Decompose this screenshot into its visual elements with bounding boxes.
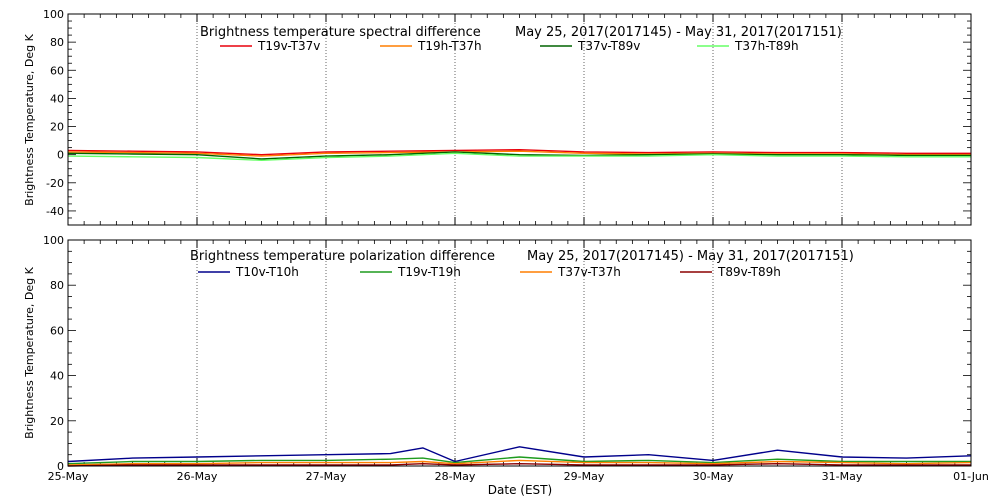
y-tick-label: -20: [46, 177, 64, 190]
x-tick-label: 25-May: [48, 470, 89, 483]
x-tick-label: 29-May: [564, 470, 605, 483]
series-line-t10v-t10h: [67, 446, 972, 463]
y-tick-label: -40: [46, 205, 64, 218]
series-line-t37h-t89h: [67, 152, 971, 162]
x-tick-label: 30-May: [693, 470, 734, 483]
series-lines: [67, 446, 972, 467]
chart-title: Brightness temperature polarization diff…: [190, 249, 495, 264]
plot-frame: [67, 13, 972, 226]
y-tick-label: 60: [50, 64, 64, 77]
y-tick-labels: 0 20 40 60 80 100: [43, 234, 64, 473]
legend-label: T37h-T89h: [734, 39, 799, 53]
y-tick-label: 80: [50, 279, 64, 292]
y-tick-label: 20: [50, 415, 64, 428]
x-tick-label: 01-Jun: [953, 470, 989, 483]
y-tick-label: 0: [57, 149, 64, 162]
y-tick-label: 0: [57, 460, 64, 473]
y-tick-label: 60: [50, 324, 64, 337]
grid-lines: [196, 14, 843, 225]
y-tick-label: 20: [50, 121, 64, 134]
y-tick-label: 40: [50, 370, 64, 383]
x-tick-labels: 25-May 26-May 27-May 28-May 29-May 30-May 31-M…: [48, 470, 989, 483]
y-tick-label: 80: [50, 36, 64, 49]
series-line-t19v-t19h: [67, 456, 971, 465]
series-line-t89v-t89h: [67, 463, 971, 467]
x-tick-label: 26-May: [177, 470, 218, 483]
y-tick-label: 100: [43, 8, 64, 21]
series-line-t19h-t37h: [67, 150, 971, 157]
chart-title: Brightness temperature spectral differen…: [200, 25, 481, 40]
x-axis-label: Date (EST): [488, 483, 552, 497]
y-tick-label: 100: [43, 234, 64, 247]
series-line-t37v-t37h: [67, 459, 972, 466]
spectral-difference-panel: -40 -20 0 20 40 60 80 100 Brightness temperatur…: [23, 8, 972, 226]
legend: T10v-T10h T19v-T19h T37v-T37h T89v-T89h: [198, 265, 781, 279]
series-line-t19v-t37v: [67, 148, 971, 156]
legend-label: T10v-T10h: [235, 265, 299, 279]
series-lines: [67, 148, 971, 162]
legend: T19v-T37v T19h-T37h T37v-T89v T37h-T89h: [220, 39, 799, 53]
series-line-t37v-t89v: [67, 151, 971, 160]
legend-label: T89v-T89h: [717, 265, 781, 279]
legend-label: T19v-T19h: [397, 265, 461, 279]
polarization-difference-panel: 0 20 40 60 80 100 25-May 26-May 27-May 28-May 29-…: [23, 234, 989, 483]
legend-label: T37v-T37h: [557, 265, 621, 279]
y-axis-label: Brightness Temperature, Deg K: [23, 266, 36, 438]
y-tick-label: 40: [50, 92, 64, 105]
plot-frame: [67, 239, 972, 467]
legend-label: T19h-T37h: [417, 39, 482, 53]
x-tick-label: 27-May: [306, 470, 347, 483]
chart-date-range: May 25, 2017(2017145) - May 31, 2017(201…: [527, 249, 854, 264]
chart-date-range: May 25, 2017(2017145) - May 31, 2017(201…: [515, 25, 842, 40]
y-axis-label: Brightness Temperature, Deg K: [23, 33, 36, 205]
legend-label: T37v-T89v: [577, 39, 640, 53]
y-tick-labels: -40 -20 0 20 40 60 80 100: [43, 8, 64, 218]
legend-label: T19v-T37v: [257, 39, 320, 53]
x-tick-label: 28-May: [435, 470, 476, 483]
x-tick-label: 31-May: [822, 470, 863, 483]
